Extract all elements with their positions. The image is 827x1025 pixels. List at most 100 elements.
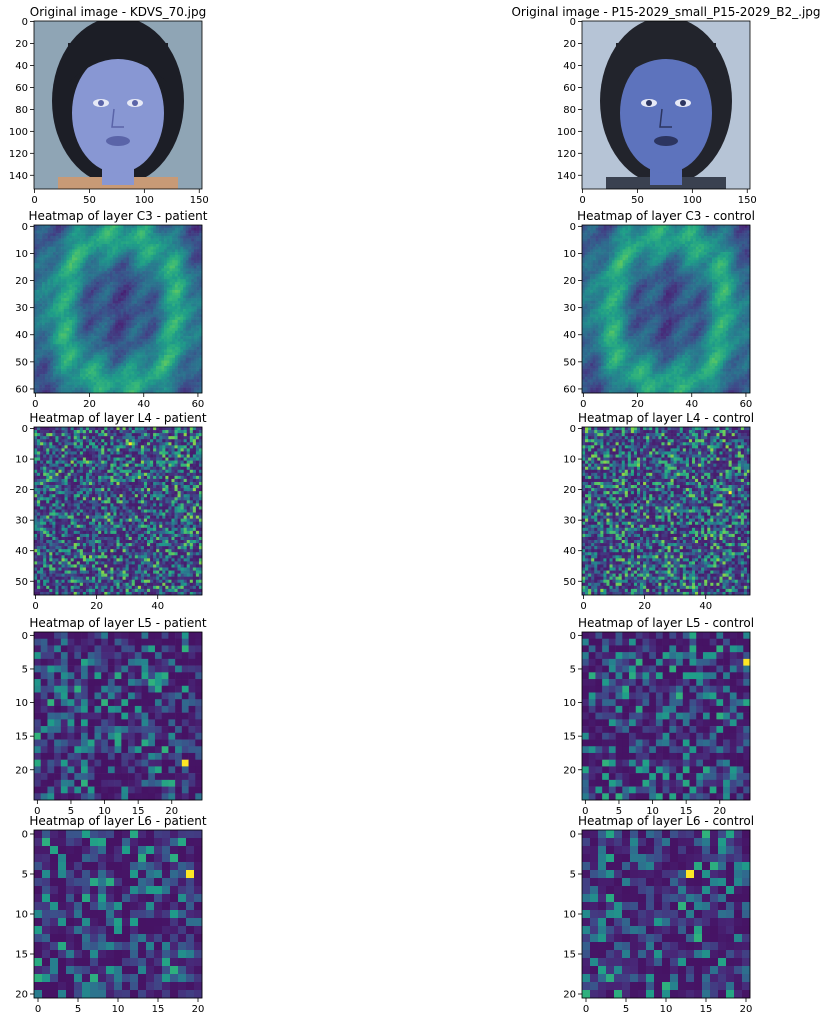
heatmap-cell — [175, 306, 178, 309]
heatmap-cell — [172, 385, 175, 388]
heatmap-cell — [175, 382, 178, 385]
heatmap-cell — [688, 258, 691, 261]
heatmap-cell — [72, 290, 75, 293]
heatmap-cell — [50, 304, 53, 307]
heatmap-cell — [102, 228, 105, 231]
heatmap-cell — [64, 336, 67, 339]
heatmap-cell — [175, 241, 178, 244]
heatmap-cell — [88, 347, 91, 350]
heatmap-cell — [132, 295, 135, 298]
heatmap-cell — [669, 236, 672, 239]
heatmap-cell — [118, 306, 121, 309]
heatmap-cell — [194, 266, 197, 269]
heatmap-cell — [121, 379, 124, 382]
heatmap-cell — [631, 247, 634, 250]
heatmap-cell — [601, 258, 604, 261]
x-tick-label: 40 — [137, 399, 150, 410]
heatmap-cell — [167, 325, 170, 328]
heatmap-cell — [56, 274, 59, 277]
heatmap-cell — [37, 344, 40, 347]
heatmap-cell — [188, 379, 191, 382]
heatmap-cell — [123, 287, 126, 290]
heatmap-cell — [658, 230, 661, 233]
heatmap-cell — [107, 249, 110, 252]
y-tick-label: 80 — [15, 105, 28, 116]
heatmap-cell — [110, 336, 113, 339]
heatmap-cell — [699, 247, 702, 250]
heatmap-cell — [99, 360, 102, 363]
heatmap-cell — [77, 366, 80, 369]
heatmap-cell — [129, 379, 132, 382]
heatmap-cell — [132, 306, 135, 309]
heatmap-cell — [37, 371, 40, 374]
heatmap-cell — [164, 263, 167, 266]
heatmap-cell — [37, 249, 40, 252]
heatmap-cell — [183, 369, 186, 372]
heatmap-cell — [151, 333, 154, 336]
heatmap-cell — [67, 309, 70, 312]
heatmap-cell — [650, 236, 653, 239]
heatmap-cell — [612, 236, 615, 239]
heatmap-cell — [188, 228, 191, 231]
heatmap-cell — [625, 228, 628, 231]
heatmap-cell — [94, 287, 97, 290]
heatmap-cell — [617, 241, 620, 244]
heatmap-cell — [64, 230, 67, 233]
heatmap-cell — [191, 360, 194, 363]
heatmap-cell — [137, 274, 140, 277]
heatmap-cell — [83, 239, 86, 242]
heatmap-cell — [153, 342, 156, 345]
heatmap-cell — [64, 239, 67, 242]
heatmap-cell — [197, 385, 200, 388]
heatmap-cell — [34, 323, 37, 326]
heatmap-cell — [601, 249, 604, 252]
heatmap-cell — [161, 371, 164, 374]
heatmap-cell — [110, 306, 113, 309]
heatmap-cell — [178, 274, 181, 277]
heatmap-cell — [663, 255, 666, 258]
heatmap-cell — [94, 350, 97, 353]
heatmap-cell — [671, 236, 674, 239]
heatmap-cell — [113, 382, 116, 385]
heatmap-cell — [96, 377, 99, 380]
heatmap-cell — [115, 304, 118, 307]
heatmap-cell — [77, 298, 80, 301]
heatmap-cell — [42, 239, 45, 242]
heatmap-cell — [197, 328, 200, 331]
heatmap-cell — [655, 247, 658, 250]
heatmap-cell — [96, 263, 99, 266]
heatmap-cell — [156, 293, 159, 296]
heatmap-cell — [159, 263, 162, 266]
heatmap-cell — [661, 258, 664, 261]
heatmap-cell — [183, 309, 186, 312]
heatmap-cell — [102, 309, 105, 312]
heatmap-cell — [739, 236, 742, 239]
heatmap-cell — [658, 263, 661, 266]
heatmap-cell — [186, 290, 189, 293]
heatmap-cell — [132, 312, 135, 315]
heatmap-cell — [42, 287, 45, 290]
heatmap-cell — [178, 377, 181, 380]
heatmap-cell — [164, 342, 167, 345]
heatmap-cell — [720, 255, 723, 258]
heatmap-cell — [121, 293, 124, 296]
heatmap-cell — [164, 293, 167, 296]
heatmap-cell — [39, 314, 42, 317]
heatmap-cell — [50, 241, 53, 244]
heatmap-cell — [113, 263, 116, 266]
x-tick-label: 0 — [31, 195, 37, 206]
heatmap-cell — [188, 290, 191, 293]
heatmap-cell — [37, 260, 40, 263]
heatmap-cell — [91, 276, 94, 279]
heatmap-cell — [178, 382, 181, 385]
heatmap-cell — [642, 236, 645, 239]
heatmap-cell — [75, 363, 78, 366]
heatmap-cell — [69, 366, 72, 369]
heatmap-cell — [50, 295, 53, 298]
heatmap-cell — [169, 249, 172, 252]
heatmap-cell — [140, 360, 143, 363]
heatmap-cell — [148, 366, 151, 369]
heatmap-cell — [88, 258, 91, 261]
heatmap-cell — [99, 388, 102, 391]
heatmap-cell — [56, 241, 59, 244]
